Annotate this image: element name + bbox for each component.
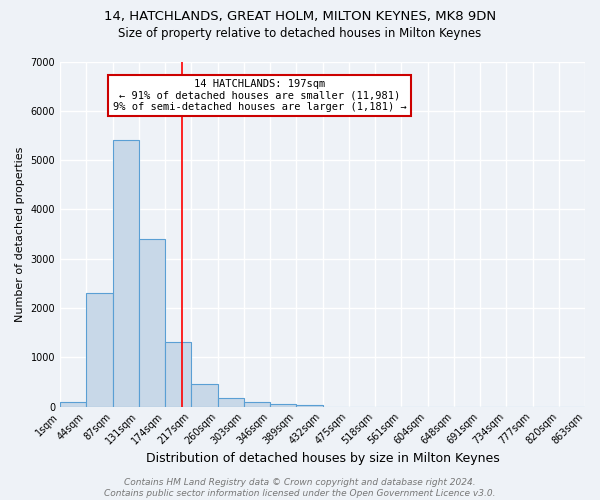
Text: 14, HATCHLANDS, GREAT HOLM, MILTON KEYNES, MK8 9DN: 14, HATCHLANDS, GREAT HOLM, MILTON KEYNE… [104, 10, 496, 23]
Bar [139, 239, 165, 406]
Text: Size of property relative to detached houses in Milton Keynes: Size of property relative to detached ho… [118, 28, 482, 40]
Text: Contains HM Land Registry data © Crown copyright and database right 2024.
Contai: Contains HM Land Registry data © Crown c… [104, 478, 496, 498]
Bar [296, 405, 323, 406]
Bar [60, 402, 86, 406]
Text: 14 HATCHLANDS: 197sqm
← 91% of detached houses are smaller (11,981)
9% of semi-d: 14 HATCHLANDS: 197sqm ← 91% of detached … [113, 79, 406, 112]
Bar [270, 404, 296, 406]
Bar [113, 140, 139, 406]
Bar [244, 402, 270, 406]
Y-axis label: Number of detached properties: Number of detached properties [15, 146, 25, 322]
Bar [218, 398, 244, 406]
Bar [86, 293, 113, 406]
Bar [191, 384, 218, 406]
X-axis label: Distribution of detached houses by size in Milton Keynes: Distribution of detached houses by size … [146, 452, 499, 465]
Bar [165, 342, 191, 406]
